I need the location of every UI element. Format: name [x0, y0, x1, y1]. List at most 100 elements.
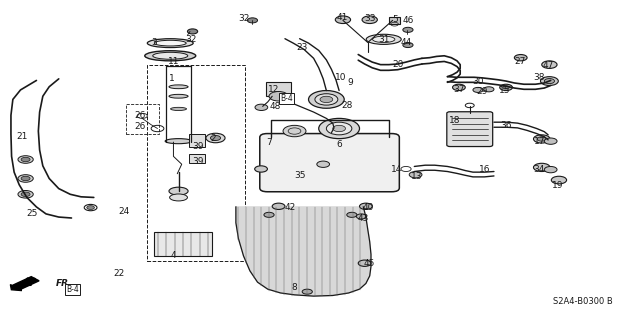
- Text: 24: 24: [118, 207, 129, 216]
- Circle shape: [544, 138, 557, 144]
- Text: 35: 35: [294, 171, 305, 181]
- Circle shape: [403, 42, 413, 48]
- Text: 22: 22: [114, 269, 125, 278]
- Ellipse shape: [147, 39, 193, 48]
- Ellipse shape: [145, 51, 196, 61]
- Circle shape: [360, 203, 372, 210]
- Text: 16: 16: [479, 165, 490, 174]
- Text: 4: 4: [171, 251, 176, 260]
- Text: 45: 45: [364, 259, 376, 268]
- Ellipse shape: [171, 107, 186, 110]
- Text: 36: 36: [500, 121, 512, 130]
- Circle shape: [87, 206, 95, 210]
- Circle shape: [503, 86, 509, 89]
- Text: 32: 32: [186, 35, 197, 44]
- Circle shape: [21, 192, 30, 197]
- Circle shape: [247, 18, 257, 23]
- Text: 43: 43: [358, 213, 369, 222]
- Text: 34: 34: [534, 165, 545, 174]
- Circle shape: [403, 27, 413, 33]
- Text: 9: 9: [348, 78, 353, 86]
- Text: 46: 46: [403, 16, 413, 25]
- Text: 19: 19: [552, 181, 563, 190]
- Circle shape: [335, 16, 351, 24]
- Text: 23: 23: [296, 43, 308, 52]
- Text: 13: 13: [411, 172, 422, 182]
- Text: 39: 39: [192, 157, 204, 166]
- Text: 10: 10: [335, 73, 347, 82]
- Circle shape: [18, 175, 33, 182]
- Text: 28: 28: [342, 101, 353, 110]
- Circle shape: [320, 96, 333, 103]
- Text: 12: 12: [268, 85, 280, 94]
- Bar: [189, 154, 205, 163]
- Circle shape: [255, 104, 268, 110]
- Circle shape: [21, 157, 30, 162]
- Text: 17: 17: [534, 137, 545, 146]
- Ellipse shape: [165, 139, 192, 144]
- Text: 41: 41: [337, 13, 348, 22]
- Circle shape: [500, 84, 513, 91]
- Text: 42: 42: [284, 203, 296, 212]
- Text: 31: 31: [378, 35, 390, 44]
- Ellipse shape: [366, 34, 401, 44]
- Text: B-4: B-4: [67, 285, 79, 294]
- FancyBboxPatch shape: [260, 134, 399, 192]
- Circle shape: [452, 84, 465, 91]
- Text: 38: 38: [533, 73, 544, 82]
- Bar: [147, 65, 246, 261]
- Circle shape: [541, 61, 557, 69]
- Text: 32: 32: [238, 14, 249, 23]
- Text: 2: 2: [211, 134, 216, 144]
- Circle shape: [18, 190, 33, 198]
- Text: 11: 11: [168, 57, 179, 66]
- Circle shape: [315, 94, 338, 105]
- Circle shape: [534, 163, 550, 172]
- Circle shape: [211, 136, 221, 141]
- Text: 30: 30: [472, 77, 484, 85]
- Text: 47: 47: [543, 61, 554, 70]
- Text: 3: 3: [152, 38, 157, 47]
- Circle shape: [308, 91, 344, 108]
- Circle shape: [347, 212, 357, 217]
- Bar: [154, 232, 212, 256]
- Circle shape: [484, 87, 494, 92]
- Text: 15: 15: [499, 86, 511, 95]
- Ellipse shape: [153, 52, 188, 59]
- Text: 26: 26: [134, 111, 146, 120]
- Text: S2A4-B0300 B: S2A4-B0300 B: [554, 297, 613, 306]
- Circle shape: [538, 137, 546, 141]
- FancyBboxPatch shape: [447, 112, 493, 146]
- Text: 29: 29: [477, 87, 488, 96]
- Text: 5: 5: [392, 15, 398, 24]
- Circle shape: [21, 176, 30, 181]
- Bar: [389, 17, 400, 24]
- Bar: [125, 104, 159, 134]
- Circle shape: [362, 16, 378, 24]
- Circle shape: [319, 118, 360, 139]
- Ellipse shape: [170, 194, 188, 201]
- Circle shape: [358, 260, 371, 266]
- Circle shape: [534, 135, 550, 143]
- Circle shape: [283, 125, 306, 137]
- Bar: [189, 134, 205, 147]
- Text: 21: 21: [16, 132, 28, 141]
- Circle shape: [515, 55, 527, 61]
- Circle shape: [264, 212, 274, 217]
- Text: B-4: B-4: [280, 94, 293, 103]
- Text: 26: 26: [134, 122, 146, 131]
- Text: 20: 20: [392, 60, 403, 69]
- Circle shape: [473, 87, 483, 93]
- Ellipse shape: [169, 85, 188, 89]
- Ellipse shape: [169, 187, 188, 195]
- Circle shape: [269, 92, 288, 101]
- Circle shape: [272, 203, 285, 210]
- Text: 40: 40: [362, 203, 374, 212]
- Ellipse shape: [169, 94, 188, 98]
- Text: 39: 39: [192, 142, 204, 151]
- Circle shape: [206, 133, 225, 143]
- Text: 27: 27: [515, 57, 526, 66]
- Text: 1: 1: [170, 74, 175, 83]
- Text: 7: 7: [266, 137, 272, 147]
- Circle shape: [333, 125, 346, 132]
